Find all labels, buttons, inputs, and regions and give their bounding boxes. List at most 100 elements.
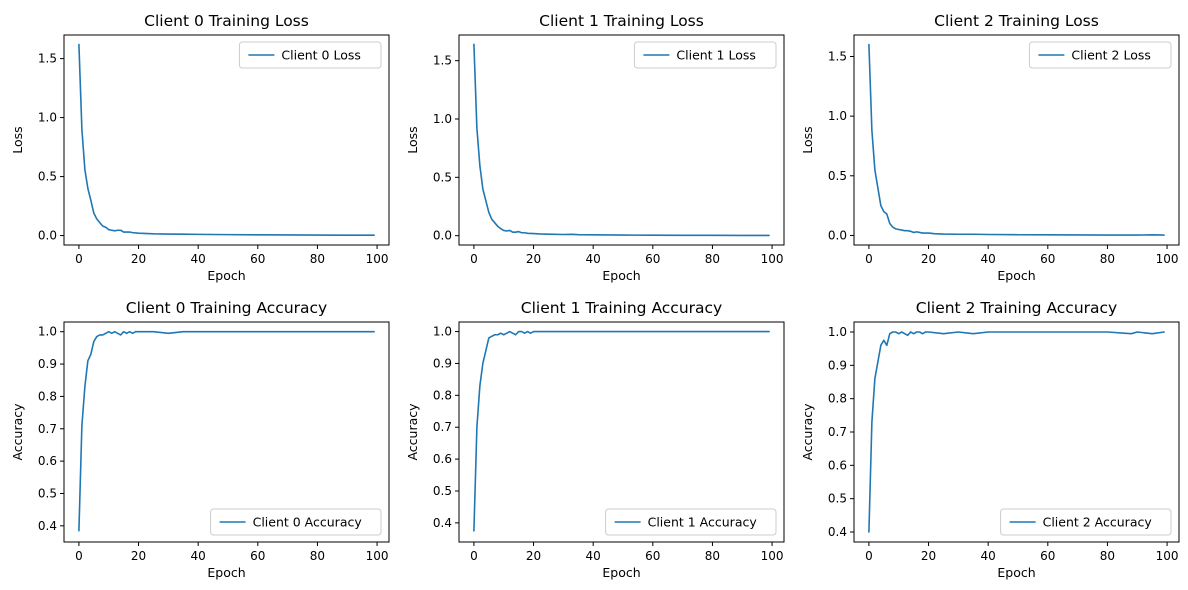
x-axis-label: Epoch — [602, 268, 640, 283]
y-tick-label: 0.5 — [433, 484, 452, 498]
subplot-5: Client 2 Training Accuracy 0 20 40 60 80 100 0.… — [800, 299, 1180, 580]
subplot-2: Client 2 Training Loss 0 20 40 60 80 100 0.0 0.5… — [800, 12, 1180, 283]
x-tick-label: 60 — [250, 252, 265, 266]
legend-box — [210, 508, 382, 536]
x-tick-label: 80 — [310, 252, 325, 266]
y-tick-label: 0.5 — [38, 170, 57, 184]
y-tick-label: 1.5 — [433, 54, 452, 68]
y-tick-label: 0.5 — [828, 169, 847, 183]
y-tick-label: 1.0 — [828, 325, 847, 339]
y-tick-label: 0.4 — [433, 516, 452, 530]
x-tick-label: 40 — [586, 549, 601, 563]
y-tick-label: 0.4 — [828, 525, 847, 539]
y-tick-label: 1.0 — [433, 325, 452, 339]
x-tick-label: 60 — [1040, 549, 1055, 563]
legend-label: Client 0 Loss — [281, 48, 361, 63]
y-tick-label: 0.9 — [433, 356, 452, 370]
y-tick-label: 1.0 — [38, 325, 57, 339]
y-tick-label: 0.8 — [433, 388, 452, 402]
legend-box — [633, 41, 777, 69]
x-tick-label: 60 — [645, 549, 660, 563]
y-tick-label: 0.0 — [38, 229, 57, 243]
legend: Client 0 Loss — [238, 41, 382, 69]
x-tick-label: 60 — [250, 549, 265, 563]
axes-frame — [853, 34, 1180, 246]
x-axis-label: Epoch — [207, 565, 245, 580]
chart-title: Client 2 Training Accuracy — [916, 299, 1117, 317]
y-tick-label: 0.6 — [433, 452, 452, 466]
y-tick-label: 1.0 — [433, 112, 452, 126]
y-tick-label: 1.0 — [38, 111, 57, 125]
y-tick-label: 0.0 — [433, 229, 452, 243]
x-tick-label: 0 — [470, 549, 478, 563]
x-tick-label: 0 — [865, 252, 873, 266]
x-tick-label: 20 — [921, 549, 936, 563]
legend-label: Client 2 Accuracy — [1043, 515, 1153, 530]
legend-label: Client 1 Loss — [676, 48, 756, 63]
x-tick-label: 20 — [131, 549, 146, 563]
x-tick-label: 100 — [761, 549, 784, 563]
y-tick-label: 0.7 — [433, 420, 452, 434]
x-tick-label: 100 — [366, 549, 389, 563]
x-tick-label: 100 — [1156, 549, 1179, 563]
legend-label: Client 0 Accuracy — [253, 515, 363, 530]
series-line — [868, 43, 1165, 236]
y-tick-label: 1.5 — [38, 52, 57, 66]
y-tick-label: 0.9 — [38, 357, 57, 371]
legend-box — [605, 508, 777, 536]
x-tick-label: 80 — [1100, 252, 1115, 266]
axes-frame — [63, 34, 390, 246]
x-tick-label: 0 — [865, 549, 873, 563]
axes-frame — [458, 321, 785, 543]
chart-title: Client 0 Training Loss — [144, 12, 309, 30]
legend-box — [238, 41, 382, 69]
y-tick-label: 0.0 — [828, 228, 847, 242]
x-tick-label: 40 — [586, 252, 601, 266]
x-tick-label: 80 — [705, 549, 720, 563]
x-tick-label: 80 — [705, 252, 720, 266]
y-tick-label: 0.7 — [38, 422, 57, 436]
x-tick-label: 100 — [761, 252, 784, 266]
x-tick-label: 60 — [1040, 252, 1055, 266]
axes-frame — [458, 34, 785, 246]
y-axis-label: Accuracy — [405, 403, 420, 461]
y-tick-label: 0.5 — [38, 486, 57, 500]
x-tick-label: 100 — [366, 252, 389, 266]
subplot-4: Client 1 Training Accuracy 0 20 40 60 80 100 0.… — [405, 299, 785, 580]
x-tick-label: 20 — [131, 252, 146, 266]
subplot-1: Client 1 Training Loss 0 20 40 60 80 100 0.0 0.5… — [405, 12, 785, 283]
x-tick-label: 100 — [1156, 252, 1179, 266]
axes-frame — [63, 321, 390, 543]
subplot-0: Client 0 Training Loss 0 20 40 60 80 100 0.0 0.5… — [10, 12, 390, 283]
y-tick-label: 0.5 — [433, 170, 452, 184]
x-tick-label: 80 — [310, 549, 325, 563]
chart-title: Client 1 Training Loss — [539, 12, 704, 30]
legend: Client 1 Accuracy — [605, 508, 777, 536]
x-axis-label: Epoch — [997, 268, 1035, 283]
y-tick-label: 1.5 — [828, 49, 847, 63]
y-tick-label: 0.4 — [38, 519, 57, 533]
x-tick-label: 20 — [526, 252, 541, 266]
axes-frame — [853, 321, 1180, 543]
x-tick-label: 0 — [75, 549, 83, 563]
y-axis-label: Accuracy — [10, 403, 25, 461]
legend-box — [1000, 508, 1172, 536]
x-axis-label: Epoch — [207, 268, 245, 283]
legend: Client 2 Loss — [1028, 41, 1172, 69]
x-axis-label: Epoch — [997, 565, 1035, 580]
y-tick-label: 0.5 — [828, 492, 847, 506]
legend: Client 0 Accuracy — [210, 508, 382, 536]
y-axis-label: Accuracy — [800, 403, 815, 461]
legend-label: Client 1 Accuracy — [648, 515, 758, 530]
y-tick-label: 0.6 — [828, 458, 847, 472]
y-tick-label: 0.9 — [828, 358, 847, 372]
x-tick-label: 60 — [645, 252, 660, 266]
chart-title: Client 2 Training Loss — [934, 12, 1099, 30]
legend-label: Client 2 Loss — [1071, 48, 1151, 63]
x-tick-label: 40 — [191, 549, 206, 563]
y-tick-label: 0.6 — [38, 454, 57, 468]
series-line — [473, 43, 770, 237]
y-axis-label: Loss — [405, 126, 420, 153]
x-tick-label: 40 — [981, 549, 996, 563]
legend-box — [1028, 41, 1172, 69]
